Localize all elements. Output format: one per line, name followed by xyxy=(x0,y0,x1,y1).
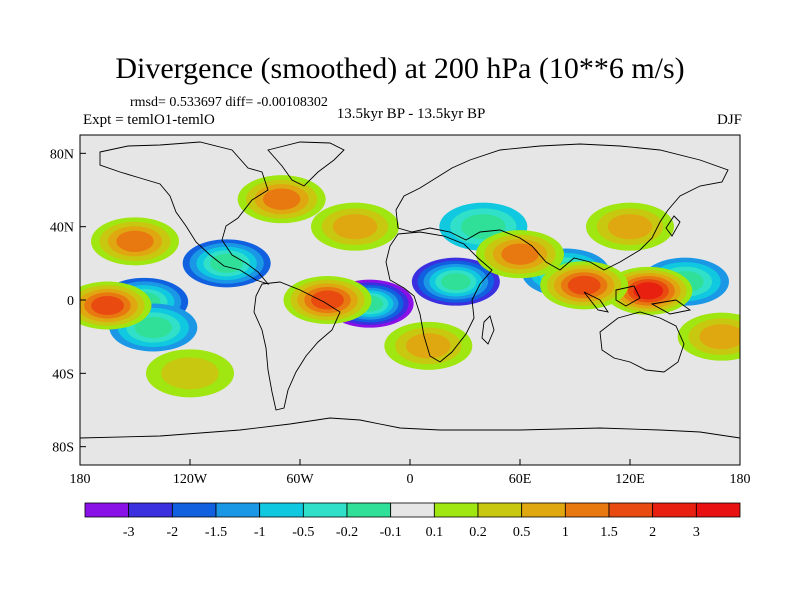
coastline-japan xyxy=(665,215,681,237)
colorbar-label: 0.1 xyxy=(426,525,444,540)
colorbar-label: 1.5 xyxy=(600,525,618,540)
colorbar-swatch xyxy=(215,502,261,518)
colorbar-swatch xyxy=(521,502,566,518)
x-tick-label: 180 xyxy=(730,472,751,487)
coastline-sumatra xyxy=(583,291,609,313)
colorbar: -3 -2 -1.5 -1 -0.5 -0.2 -0.1 0.1 0.2 0.5 1 1.5 2 3 xyxy=(84,502,741,540)
colorbar-swatch xyxy=(171,502,217,518)
colorbar-label: -1 xyxy=(254,525,266,540)
contour-region xyxy=(311,290,344,310)
colorbar-swatch xyxy=(695,502,741,518)
contour-region xyxy=(406,333,451,359)
x-tick-label: 60W xyxy=(286,472,314,487)
colorbar-label: 2 xyxy=(649,525,656,540)
colorbar-label: 0.2 xyxy=(469,525,487,540)
coastlines xyxy=(80,141,740,439)
colorbar-label: -3 xyxy=(123,525,135,540)
colorbar-swatch xyxy=(433,502,479,518)
colorbar-swatch xyxy=(564,502,610,518)
contour-field xyxy=(80,175,740,398)
colorbar-label: 1 xyxy=(562,525,569,540)
contour-region xyxy=(332,214,378,240)
x-tick-label: 180 xyxy=(70,472,91,487)
colorbar-label: -1.5 xyxy=(205,525,227,540)
x-tick-label: 120W xyxy=(173,472,208,487)
experiment-label: Expt = temlO1-temlO xyxy=(83,112,215,128)
contour-region xyxy=(699,324,740,350)
axis-ticks: 180 120W 60W 0 60E 120E 180 80N 40N 0 40S 80S xyxy=(50,147,751,487)
colorbar-swatch xyxy=(302,502,348,518)
colorbar-swatch xyxy=(390,502,435,518)
colorbar-swatch xyxy=(259,502,304,518)
x-tick-label: 60E xyxy=(509,472,532,487)
coastline-africa xyxy=(385,231,493,363)
coastline-australia xyxy=(599,311,685,373)
y-tick-label: 80S xyxy=(52,441,74,456)
colorbar-swatch xyxy=(608,502,654,518)
season-label: DJF xyxy=(716,112,742,128)
rmsd-diff-stats: rmsd= 0.533697 diff= -0.00108302 xyxy=(130,95,328,110)
coastline-greenland xyxy=(267,141,345,187)
contour-region xyxy=(161,357,219,390)
y-tick-label: 40N xyxy=(50,221,74,236)
period-label: 13.5kyr BP - 13.5kyr BP xyxy=(336,106,486,122)
contour-region xyxy=(116,230,154,253)
colorbar-label: -0.5 xyxy=(292,525,314,540)
contour-region xyxy=(134,316,173,339)
colorbar-swatch xyxy=(128,502,173,518)
contour-region xyxy=(633,282,664,300)
contour-region xyxy=(441,273,471,291)
contour-region xyxy=(607,214,653,240)
contour-region xyxy=(501,243,539,265)
contour-region xyxy=(567,275,601,295)
x-tick-label: 120E xyxy=(615,472,645,487)
coastline-borneo xyxy=(615,285,641,307)
contour-region xyxy=(461,214,506,240)
y-tick-label: 0 xyxy=(67,294,74,309)
contour-region xyxy=(91,296,124,315)
coastline-north-america xyxy=(99,141,270,285)
colorbar-label: -0.2 xyxy=(336,525,358,540)
coastline-eurasia xyxy=(395,143,729,271)
colorbar-label: 3 xyxy=(693,525,700,540)
coastline-south-america xyxy=(253,281,341,411)
colorbar-label: -0.1 xyxy=(380,525,402,540)
contour-region xyxy=(210,253,244,273)
colorbar-swatch xyxy=(477,502,523,518)
coastline-madagascar xyxy=(481,315,495,345)
colorbar-swatch xyxy=(652,502,697,518)
colorbar-swatch xyxy=(346,502,392,518)
y-tick-label: 40S xyxy=(52,367,74,382)
colorbar-label: -2 xyxy=(166,525,178,540)
coastline-new-guinea xyxy=(650,299,692,315)
coastline-antarctica xyxy=(80,417,740,439)
contour-region xyxy=(262,188,301,210)
chart-title: Divergence (smoothed) at 200 hPa (10**6 … xyxy=(115,52,685,85)
y-tick-label: 80N xyxy=(50,147,74,162)
x-tick-label: 0 xyxy=(407,472,414,487)
colorbar-swatch xyxy=(84,502,130,518)
colorbar-label: 0.5 xyxy=(513,525,531,540)
